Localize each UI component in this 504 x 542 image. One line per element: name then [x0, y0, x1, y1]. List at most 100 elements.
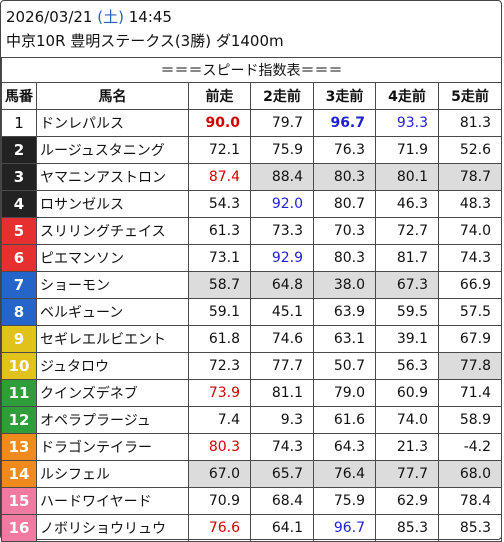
- speed-index-cell: 64.8: [250, 271, 314, 299]
- horse-name: ドラゴンテイラー: [36, 433, 189, 461]
- horse-row: 10 ジュタロウ 72.3 77.7 50.7 56.3 77.8: [1, 352, 503, 380]
- speed-index-cell: 72.7: [375, 217, 439, 245]
- speed-index-cell: 63.9: [313, 298, 376, 326]
- speed-index-cell: 61.6: [313, 406, 376, 434]
- horse-number: 3: [1, 163, 37, 191]
- horse-number: 16: [1, 514, 37, 542]
- speed-index-table: ＝＝＝スピード指数表＝＝＝ 馬番 馬名 前走 2走前 3走前 4走前 5走前 1…: [0, 57, 503, 542]
- speed-index-cell: 78.4: [437, 487, 503, 515]
- horse-number: 11: [1, 379, 37, 407]
- speed-index-cell: 61.3: [188, 217, 251, 245]
- speed-index-cell: 54.3: [188, 190, 251, 218]
- horse-row: 9 セギレエルビエント 61.8 74.6 63.1 39.1 67.9: [1, 325, 503, 353]
- speed-index-cell: 48.3: [437, 190, 503, 218]
- speed-index-cell: 61.8: [188, 325, 251, 353]
- speed-index-cell: 64.3: [313, 433, 376, 461]
- col-header-horse: 馬名: [36, 82, 189, 110]
- speed-index-cell: 77.7: [250, 352, 314, 380]
- speed-index-cell: 79.7: [250, 109, 314, 137]
- horse-row: 13 ドラゴンテイラー 80.3 74.3 64.3 21.3 -4.2: [1, 433, 503, 461]
- horse-row: 16 ノボリショウリュウ 76.6 64.1 96.7 85.3 85.3: [1, 514, 503, 542]
- speed-index-cell: 73.1: [188, 244, 251, 272]
- col-header-last: 前走: [188, 82, 251, 110]
- horse-number: 12: [1, 406, 37, 434]
- speed-index-cell: 38.0: [313, 271, 376, 299]
- speed-index-cell: 75.9: [313, 487, 376, 515]
- speed-index-cell: 79.0: [313, 379, 376, 407]
- horse-name: ベルギューン: [36, 298, 189, 326]
- speed-index-cell: 80.7: [313, 190, 376, 218]
- horse-row: 11 クインズデネブ 73.9 81.1 79.0 60.9 71.4: [1, 379, 503, 407]
- speed-index-cell: 93.3: [375, 109, 439, 137]
- speed-index-cell: 74.0: [437, 217, 503, 245]
- col-header-5back: 5走前: [437, 82, 503, 110]
- speed-index-cell: 75.9: [250, 136, 314, 164]
- speed-index-cell: 72.1: [188, 136, 251, 164]
- speed-index-cell: 76.3: [313, 136, 376, 164]
- horse-number: 14: [1, 460, 37, 488]
- horse-number: 5: [1, 217, 37, 245]
- horse-number: 15: [1, 487, 37, 515]
- speed-index-cell: 78.7: [437, 163, 503, 191]
- horse-name: ジュタロウ: [36, 352, 189, 380]
- horse-number: 4: [1, 190, 37, 218]
- horse-name: オペラプラージュ: [36, 406, 189, 434]
- speed-index-cell: 73.3: [250, 217, 314, 245]
- speed-index-cell: 58.7: [188, 271, 251, 299]
- race-datetime: 2026/03/21 (土) 14:45: [6, 7, 172, 27]
- horse-number: 8: [1, 298, 37, 326]
- speed-index-cell: 81.3: [437, 109, 503, 137]
- speed-index-cell: 81.7: [375, 244, 439, 272]
- horse-row: 7 ショーモン 58.7 64.8 38.0 67.3 66.9: [1, 271, 503, 299]
- speed-index-cell: 70.3: [313, 217, 376, 245]
- horse-row: 15 ハードワイヤード 70.9 68.4 75.9 62.9 78.4: [1, 487, 503, 515]
- horse-name: クインズデネブ: [36, 379, 189, 407]
- horse-number: 10: [1, 352, 37, 380]
- speed-index-cell: 67.9: [437, 325, 503, 353]
- horse-name: ドンレパルス: [36, 109, 189, 137]
- speed-index-cell: 80.3: [313, 163, 376, 191]
- horse-name: ルシフェル: [36, 460, 189, 488]
- speed-index-cell: 39.1: [375, 325, 439, 353]
- horse-row: 12 オペラプラージュ 7.4 9.3 61.6 74.0 58.9: [1, 406, 503, 434]
- speed-index-cell: 56.3: [375, 352, 439, 380]
- table-title: ＝＝＝スピード指数表＝＝＝: [0, 57, 503, 83]
- horse-name: ヤマニンアストロン: [36, 163, 189, 191]
- horse-name: ノボリショウリュウ: [36, 514, 189, 542]
- speed-index-cell: 74.0: [375, 406, 439, 434]
- speed-index-cell: 77.7: [375, 460, 439, 488]
- speed-index-cell: 72.3: [188, 352, 251, 380]
- speed-index-cell: 85.3: [437, 514, 503, 542]
- horse-name: ロサンゼルス: [36, 190, 189, 218]
- speed-index-cell: 21.3: [375, 433, 439, 461]
- speed-index-cell: 74.3: [250, 433, 314, 461]
- horse-name: ハードワイヤード: [36, 487, 189, 515]
- horse-row: 8 ベルギューン 59.1 45.1 63.9 59.5 57.5: [1, 298, 503, 326]
- speed-index-cell: 65.7: [250, 460, 314, 488]
- speed-index-cell: 67.3: [375, 271, 439, 299]
- speed-index-cell: 92.0: [250, 190, 314, 218]
- horse-number: 13: [1, 433, 37, 461]
- speed-index-cell: 71.4: [437, 379, 503, 407]
- speed-index-cell: 74.3: [437, 244, 503, 272]
- speed-index-cell: 63.1: [313, 325, 376, 353]
- speed-index-cell: 59.1: [188, 298, 251, 326]
- speed-index-cell: 62.9: [375, 487, 439, 515]
- speed-index-cell: 59.5: [375, 298, 439, 326]
- horse-name: スリリングチェイス: [36, 217, 189, 245]
- speed-index-cell: 46.3: [375, 190, 439, 218]
- race-time: 14:45: [128, 8, 172, 26]
- horse-row: 3 ヤマニンアストロン 87.4 88.4 80.3 80.1 78.7: [1, 163, 503, 191]
- speed-index-cell: 9.3: [250, 406, 314, 434]
- speed-index-cell: 58.9: [437, 406, 503, 434]
- race-day-of-week: (土): [97, 8, 124, 26]
- speed-index-cell: 76.6: [188, 514, 251, 542]
- horse-name: ルージュスタニング: [36, 136, 189, 164]
- speed-index-cell: -4.2: [437, 433, 503, 461]
- col-header-3back: 3走前: [313, 82, 376, 110]
- speed-index-cell: 96.7: [313, 514, 376, 542]
- horse-number: 9: [1, 325, 37, 353]
- horse-name: セギレエルビエント: [36, 325, 189, 353]
- speed-index-cell: 96.7: [313, 109, 376, 137]
- horse-name: ショーモン: [36, 271, 189, 299]
